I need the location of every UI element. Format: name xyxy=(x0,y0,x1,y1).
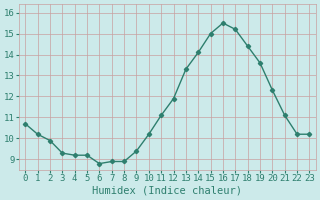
X-axis label: Humidex (Indice chaleur): Humidex (Indice chaleur) xyxy=(92,186,242,196)
